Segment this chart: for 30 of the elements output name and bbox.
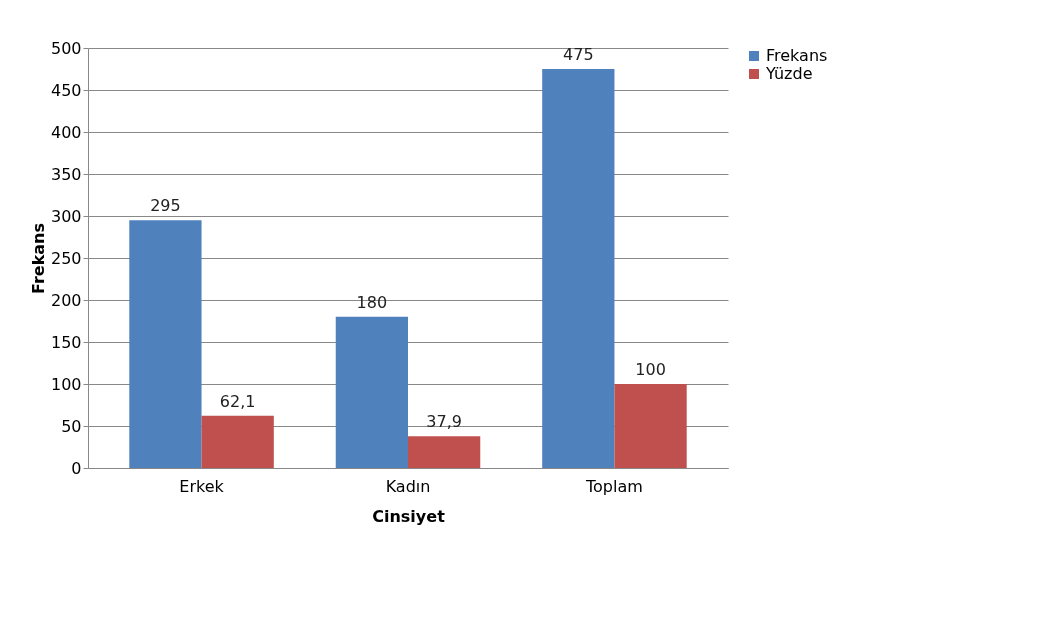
bar xyxy=(614,384,687,468)
x-axis-title: Cinsiyet xyxy=(372,506,446,526)
y-tick-label: 450 xyxy=(50,80,82,100)
y-tick-label: 500 xyxy=(50,38,82,58)
x-tick-label: Kadın xyxy=(385,476,431,496)
data-label: 62,1 xyxy=(219,391,256,411)
y-tick-label: 350 xyxy=(50,164,82,184)
y-tick-label: 200 xyxy=(50,290,82,310)
y-tick-label: 50 xyxy=(61,416,82,436)
bar xyxy=(335,316,408,468)
y-tick-label: 250 xyxy=(50,248,82,268)
y-axis-title: Frekans xyxy=(28,223,48,294)
legend-label: Frekans xyxy=(766,46,828,65)
data-label: 475 xyxy=(563,45,594,64)
bar xyxy=(542,69,615,468)
y-tick-label: 150 xyxy=(50,332,82,352)
bar xyxy=(129,220,202,468)
y-tick-label: 300 xyxy=(50,206,82,226)
legend-label: Yüzde xyxy=(765,64,813,83)
y-tick-label: 100 xyxy=(50,374,82,394)
data-label: 100 xyxy=(635,360,666,379)
bar xyxy=(201,415,274,468)
y-tick-label: 0 xyxy=(71,458,82,478)
y-tick-label: 400 xyxy=(50,122,82,142)
data-label: 37,9 xyxy=(426,412,462,432)
data-label: 180 xyxy=(356,292,388,312)
x-tick-label: Toplam xyxy=(585,476,643,496)
bar xyxy=(408,436,481,468)
data-label: 295 xyxy=(150,196,181,216)
x-tick-label: Erkek xyxy=(179,476,225,496)
